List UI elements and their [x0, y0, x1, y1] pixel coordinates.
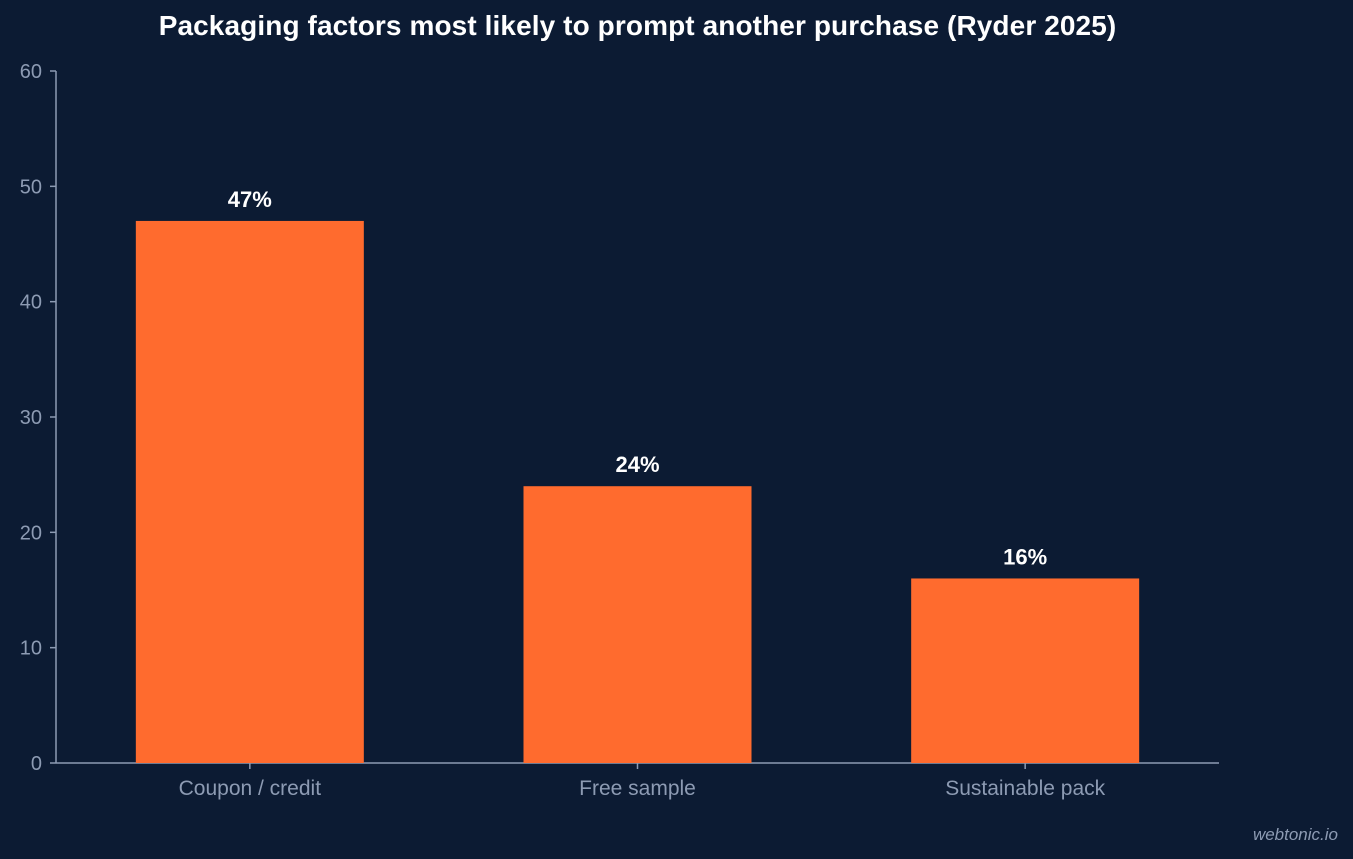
bar-value-label: 24% — [615, 452, 659, 477]
watermark: webtonic.io — [1252, 825, 1338, 844]
bar — [135, 220, 364, 763]
y-tick-label: 20 — [20, 522, 42, 544]
x-tick-label: Coupon / credit — [179, 777, 322, 800]
bar-value-label: 47% — [228, 187, 272, 212]
x-axis-ticks: Coupon / credit Free sample Sustainable pa… — [179, 763, 1106, 800]
y-axis-ticks: 0 10 20 30 40 50 60 — [20, 61, 56, 775]
bars: 47% 24% 16% — [135, 187, 1140, 763]
y-tick-label: 50 — [20, 176, 42, 198]
bar-value-label: 16% — [1003, 544, 1047, 569]
y-tick-label: 30 — [20, 407, 42, 429]
y-tick-label: 60 — [20, 61, 42, 83]
y-tick-label: 40 — [20, 292, 42, 314]
bar — [911, 578, 1140, 763]
x-tick-label: Sustainable pack — [945, 777, 1105, 800]
chart-title: Packaging factors most likely to prompt … — [158, 10, 1117, 41]
bar — [523, 486, 752, 763]
y-tick-label: 10 — [20, 638, 42, 660]
y-tick-label: 0 — [31, 753, 42, 775]
x-tick-label: Free sample — [579, 777, 696, 800]
